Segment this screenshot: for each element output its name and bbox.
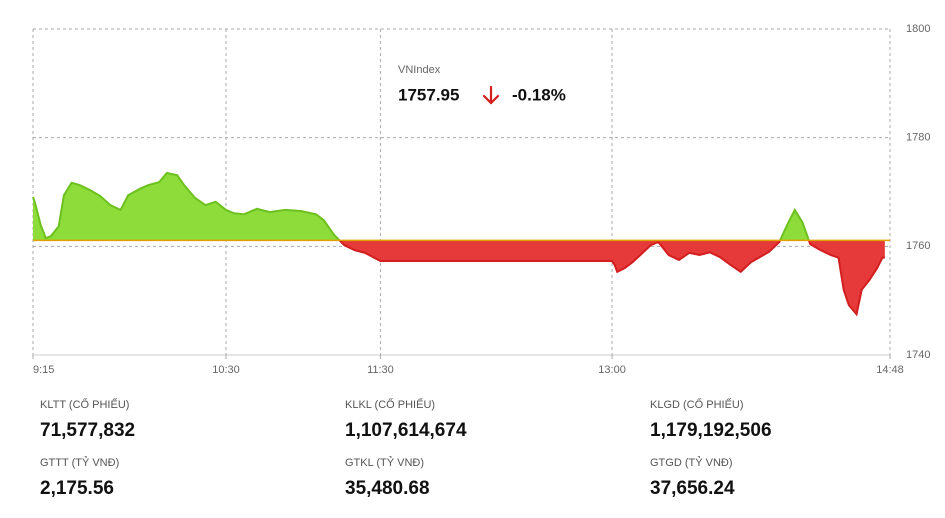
stat-value: 71,577,832 <box>40 420 135 441</box>
down-arrow <box>482 85 500 105</box>
y-tick-label: 1740 <box>906 349 930 361</box>
x-tick-label: 9:15 <box>33 364 54 376</box>
stat-label: KLKL (CỔ PHIẾU) <box>345 398 435 411</box>
line-up <box>32 171 810 241</box>
stat-value: 35,480.68 <box>345 478 430 499</box>
y-tick-label: 1800 <box>906 23 930 35</box>
stat-label: KLGD (CỔ PHIẾU) <box>650 398 744 411</box>
area-down <box>33 240 885 315</box>
stat-label: GTTT (TỶ VNĐ) <box>40 456 119 469</box>
x-tick-label: 14:48 <box>876 364 904 376</box>
y-tick-label: 1760 <box>906 240 930 252</box>
x-tick-label: 10:30 <box>212 364 240 376</box>
stat-label: GTGD (TỶ VNĐ) <box>650 456 733 469</box>
x-tick-label: 13:00 <box>598 364 626 376</box>
stat-value: 1,107,614,674 <box>345 420 467 441</box>
y-tick-label: 1780 <box>906 132 930 144</box>
info-box: VNIndex 1757.95 -0.18% <box>398 64 566 105</box>
last-value: 1757.95 <box>398 85 459 104</box>
line-down <box>338 240 885 317</box>
x-tick-label: 11:30 <box>367 364 394 376</box>
change: -0.18% <box>512 85 566 104</box>
stat-label: GTKL (TỶ VNĐ) <box>345 456 424 469</box>
stat-value: 2,175.56 <box>40 478 114 499</box>
stat-value: 1,179,192,506 <box>650 420 772 441</box>
area-up <box>33 172 809 241</box>
stat-value: 37,656.24 <box>650 478 735 499</box>
index-name: VNIndex <box>398 64 441 76</box>
stat-label: KLTT (CỔ PHIẾU) <box>40 398 129 411</box>
